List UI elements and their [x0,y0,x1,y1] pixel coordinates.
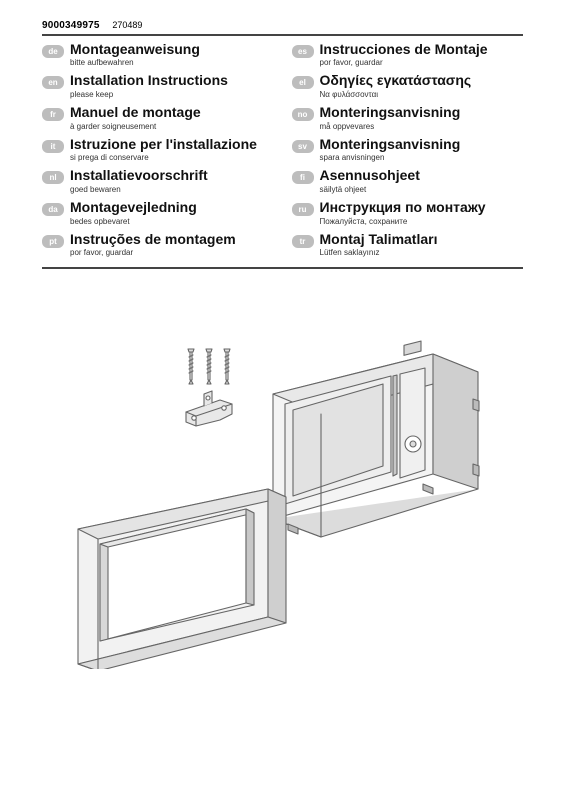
rule-bottom [42,267,523,269]
lang-sub: si prega di conservare [70,153,257,162]
lang-title: Montaj Talimatları [320,232,438,248]
lang-title: Οδηγίες εγκατάστασης [320,73,472,89]
lang-entry: es Instrucciones de Montajepor favor, gua… [292,42,524,68]
lang-entry: sv Monteringsanvisningspara anvisningen [292,137,524,163]
lang-title: Installation Instructions [70,73,228,89]
lang-badge: es [292,45,314,58]
lang-title: Manuel de montage [70,105,201,121]
lang-entry: pt Instruções de montagempor favor, guard… [42,232,274,258]
lang-badge: sv [292,140,314,153]
lang-badge: ru [292,203,314,216]
lang-sub: Lütfen saklayınız [320,248,438,257]
lang-entry: fr Manuel de montageà garder soigneusemen… [42,105,274,131]
lang-title: Montagevejledning [70,200,197,216]
lang-entry: da Montagevejledningbedes opbevaret [42,200,274,226]
lang-sub: à garder soigneusement [70,122,201,131]
lang-title: Monteringsanvisning [320,105,461,121]
doc-id-primary: 9000349975 [42,20,100,31]
lang-badge: tr [292,235,314,248]
lang-entry: nl Installatievoorschriftgoed bewaren [42,168,274,194]
lang-sub: goed bewaren [70,185,208,194]
lang-title: Инструкция по монтажу [320,200,486,216]
lang-title: Istruzione per l'installazione [70,137,257,153]
lang-sub: Пожалуйста, сохраните [320,217,486,226]
lang-badge: de [42,45,64,58]
screws-icon [188,349,230,384]
lang-badge: pt [42,235,64,248]
lang-sub: må oppvevares [320,122,461,131]
lang-sub: bitte aufbewahren [70,58,200,67]
lang-sub: spara anvisningen [320,153,461,162]
lang-entry: fi Asennusohjeetsäilytä ohjeet [292,168,524,194]
lang-entry: tr Montaj TalimatlarıLütfen saklayınız [292,232,524,258]
lang-sub: please keep [70,90,228,99]
lang-title: Installatievoorschrift [70,168,208,184]
lang-sub: por favor, guardar [320,58,488,67]
rule-top [42,34,523,36]
lang-badge: fi [292,171,314,184]
lang-entry: it Istruzione per l'installazionesi prega… [42,137,274,163]
lang-badge: fr [42,108,64,121]
bracket-icon [186,391,232,426]
lang-sub: säilytä ohjeet [320,185,420,194]
doc-id-secondary: 270489 [112,20,142,30]
lang-title: Monteringsanvisning [320,137,461,153]
lang-title: Instruções de montagem [70,232,236,248]
illustration-area [42,339,523,669]
lang-entry: no Monteringsanvisningmå oppvevares [292,105,524,131]
lang-badge: en [42,76,64,89]
lang-entry: de Montageanweisungbitte aufbewahren [42,42,274,68]
lang-badge: da [42,203,64,216]
lang-title: Instrucciones de Montaje [320,42,488,58]
lang-badge: el [292,76,314,89]
installation-diagram [68,339,498,669]
lang-badge: nl [42,171,64,184]
lang-title: Montageanweisung [70,42,200,58]
lang-badge: no [292,108,314,121]
language-columns: de Montageanweisungbitte aufbewahren en In… [42,42,523,264]
header-ids: 9000349975 270489 [42,20,523,31]
lang-sub: Να φυλάσσονται [320,90,472,99]
lang-entry: el Οδηγίες εγκατάστασηςΝα φυλάσσονται [292,73,524,99]
lang-title: Asennusohjeet [320,168,420,184]
lang-badge: it [42,140,64,153]
lang-entry: ru Инструкция по монтажуПожалуйста, сохра… [292,200,524,226]
microwave-icon [273,341,479,537]
lang-entry: en Installation Instructionsplease keep [42,73,274,99]
left-column: de Montageanweisungbitte aufbewahren en In… [42,42,274,264]
trim-frame-icon [78,489,286,669]
lang-sub: por favor, guardar [70,248,236,257]
right-column: es Instrucciones de Montajepor favor, gua… [292,42,524,264]
lang-sub: bedes opbevaret [70,217,197,226]
